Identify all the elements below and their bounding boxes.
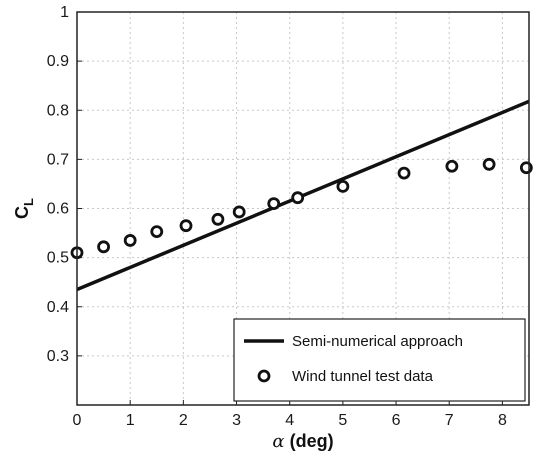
y-axis-label: CL — [12, 198, 36, 219]
legend-box — [233, 318, 526, 402]
y-tick-labels: 0.3 0.4 0.5 0.6 0.7 0.8 0.9 1 — [47, 4, 69, 365]
y-tick-label: 0.5 — [47, 250, 69, 267]
data-point — [97, 240, 110, 254]
plot-frame — [76, 11, 530, 406]
data-point — [519, 161, 533, 175]
y-tick-label: 0.8 — [47, 102, 69, 119]
x-tick-label: 6 — [392, 412, 401, 429]
data-point — [336, 179, 350, 193]
y-tick-label: 1 — [60, 4, 69, 21]
x-tick-label: 3 — [232, 412, 241, 429]
y-tick-label: 0.3 — [47, 348, 69, 365]
data-point — [150, 225, 164, 238]
data-point — [232, 205, 246, 219]
legend-label: Wind tunnel test data — [292, 368, 434, 385]
data-point — [482, 157, 496, 171]
data-point — [397, 166, 411, 180]
y-tick-label: 0.6 — [47, 201, 69, 218]
x-tick-label: 8 — [498, 412, 507, 429]
x-tick-label: 2 — [179, 412, 188, 429]
data-point — [291, 191, 305, 205]
legend: Semi-numerical approach Wind tunnel test … — [233, 318, 526, 402]
y-tick-label: 0.9 — [47, 53, 69, 70]
x-tick-label: 5 — [338, 412, 347, 429]
data-point — [123, 234, 137, 247]
grid — [76, 11, 529, 405]
series-layer — [70, 99, 533, 292]
data-point — [267, 197, 281, 210]
legend-label: Semi-numerical approach — [292, 333, 463, 350]
x-tick-label: 7 — [445, 412, 454, 429]
legend-circle-marker — [257, 369, 271, 383]
x-tick-label: 1 — [126, 412, 135, 429]
data-point — [445, 159, 459, 173]
data-point — [179, 219, 193, 233]
x-tick-label: 4 — [285, 412, 294, 429]
x-axis-label: α (deg) — [272, 431, 333, 452]
y-tick-label: 0.7 — [47, 151, 69, 168]
x-tick-label: 0 — [73, 412, 82, 429]
x-tick-labels: 0 1 2 3 4 5 6 7 8 — [73, 412, 507, 429]
y-tick-label: 0.4 — [47, 299, 69, 316]
data-point — [211, 212, 225, 226]
